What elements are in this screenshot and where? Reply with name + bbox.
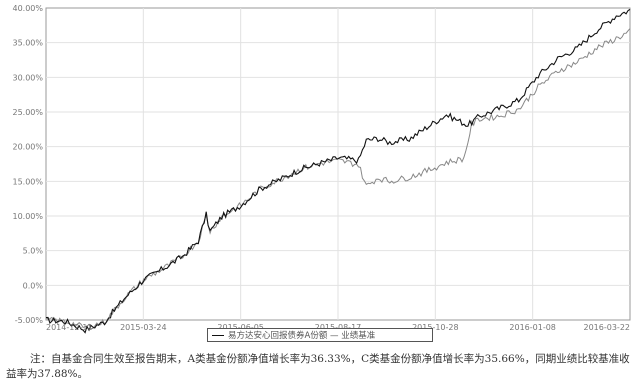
x-gridlines: [142, 8, 534, 320]
x-tick-label: 2016-01-08: [509, 323, 556, 332]
y-tick-label: 30.00%: [12, 73, 43, 82]
legend-text: 易方达安心回报债券A份额 — 业绩基准: [228, 331, 376, 341]
x-tick-label: 2015-08-17: [315, 323, 362, 332]
x-tick-label: 2016-03-22: [584, 323, 631, 332]
x-axis-tick-labels: 2014-12-11 2015-03-24 2015-06-05 2015-08-17…: [46, 323, 630, 332]
y-tick-label: 10.00%: [12, 212, 43, 221]
y-tick-label: 0.0%: [23, 281, 44, 290]
x-tick-label: 2015-06-05: [217, 323, 264, 332]
x-tick-label: 2014-12-11: [46, 323, 93, 332]
series-line-fund-a: [45, 8, 631, 334]
y-tick-label: -5.00%: [15, 316, 44, 325]
y-tick-label: 40.00%: [12, 4, 43, 13]
chart-footnote: 注：自基金合同生效至报告期末，A类基金份额净值增长率为36.33%，C类基金份额…: [6, 352, 640, 382]
y-axis-tick-labels: -5.00% 0.0% 5.0% 10.00% 15.00% 20.00% 25.00% 30…: [12, 4, 43, 325]
legend-swatch-fund: [212, 334, 224, 336]
y-tick-label: 25.00%: [12, 108, 43, 117]
y-tick-label: 5.0%: [23, 247, 44, 256]
y-tick-label: 15.00%: [12, 177, 43, 186]
y-tick-label: 35.00%: [12, 39, 43, 48]
chart-legend: 易方达安心回报债券A份额 — 业绩基准: [207, 328, 433, 342]
y-tick-label: 20.00%: [12, 143, 43, 152]
x-tick-label: 2015-03-24: [120, 323, 167, 332]
x-tick-label: 2015-10-28: [412, 323, 459, 332]
footnote-text: 注：自基金合同生效至报告期末，A类基金份额净值增长率为36.33%，C类基金份额…: [6, 353, 630, 380]
series-layer: [45, 8, 631, 334]
